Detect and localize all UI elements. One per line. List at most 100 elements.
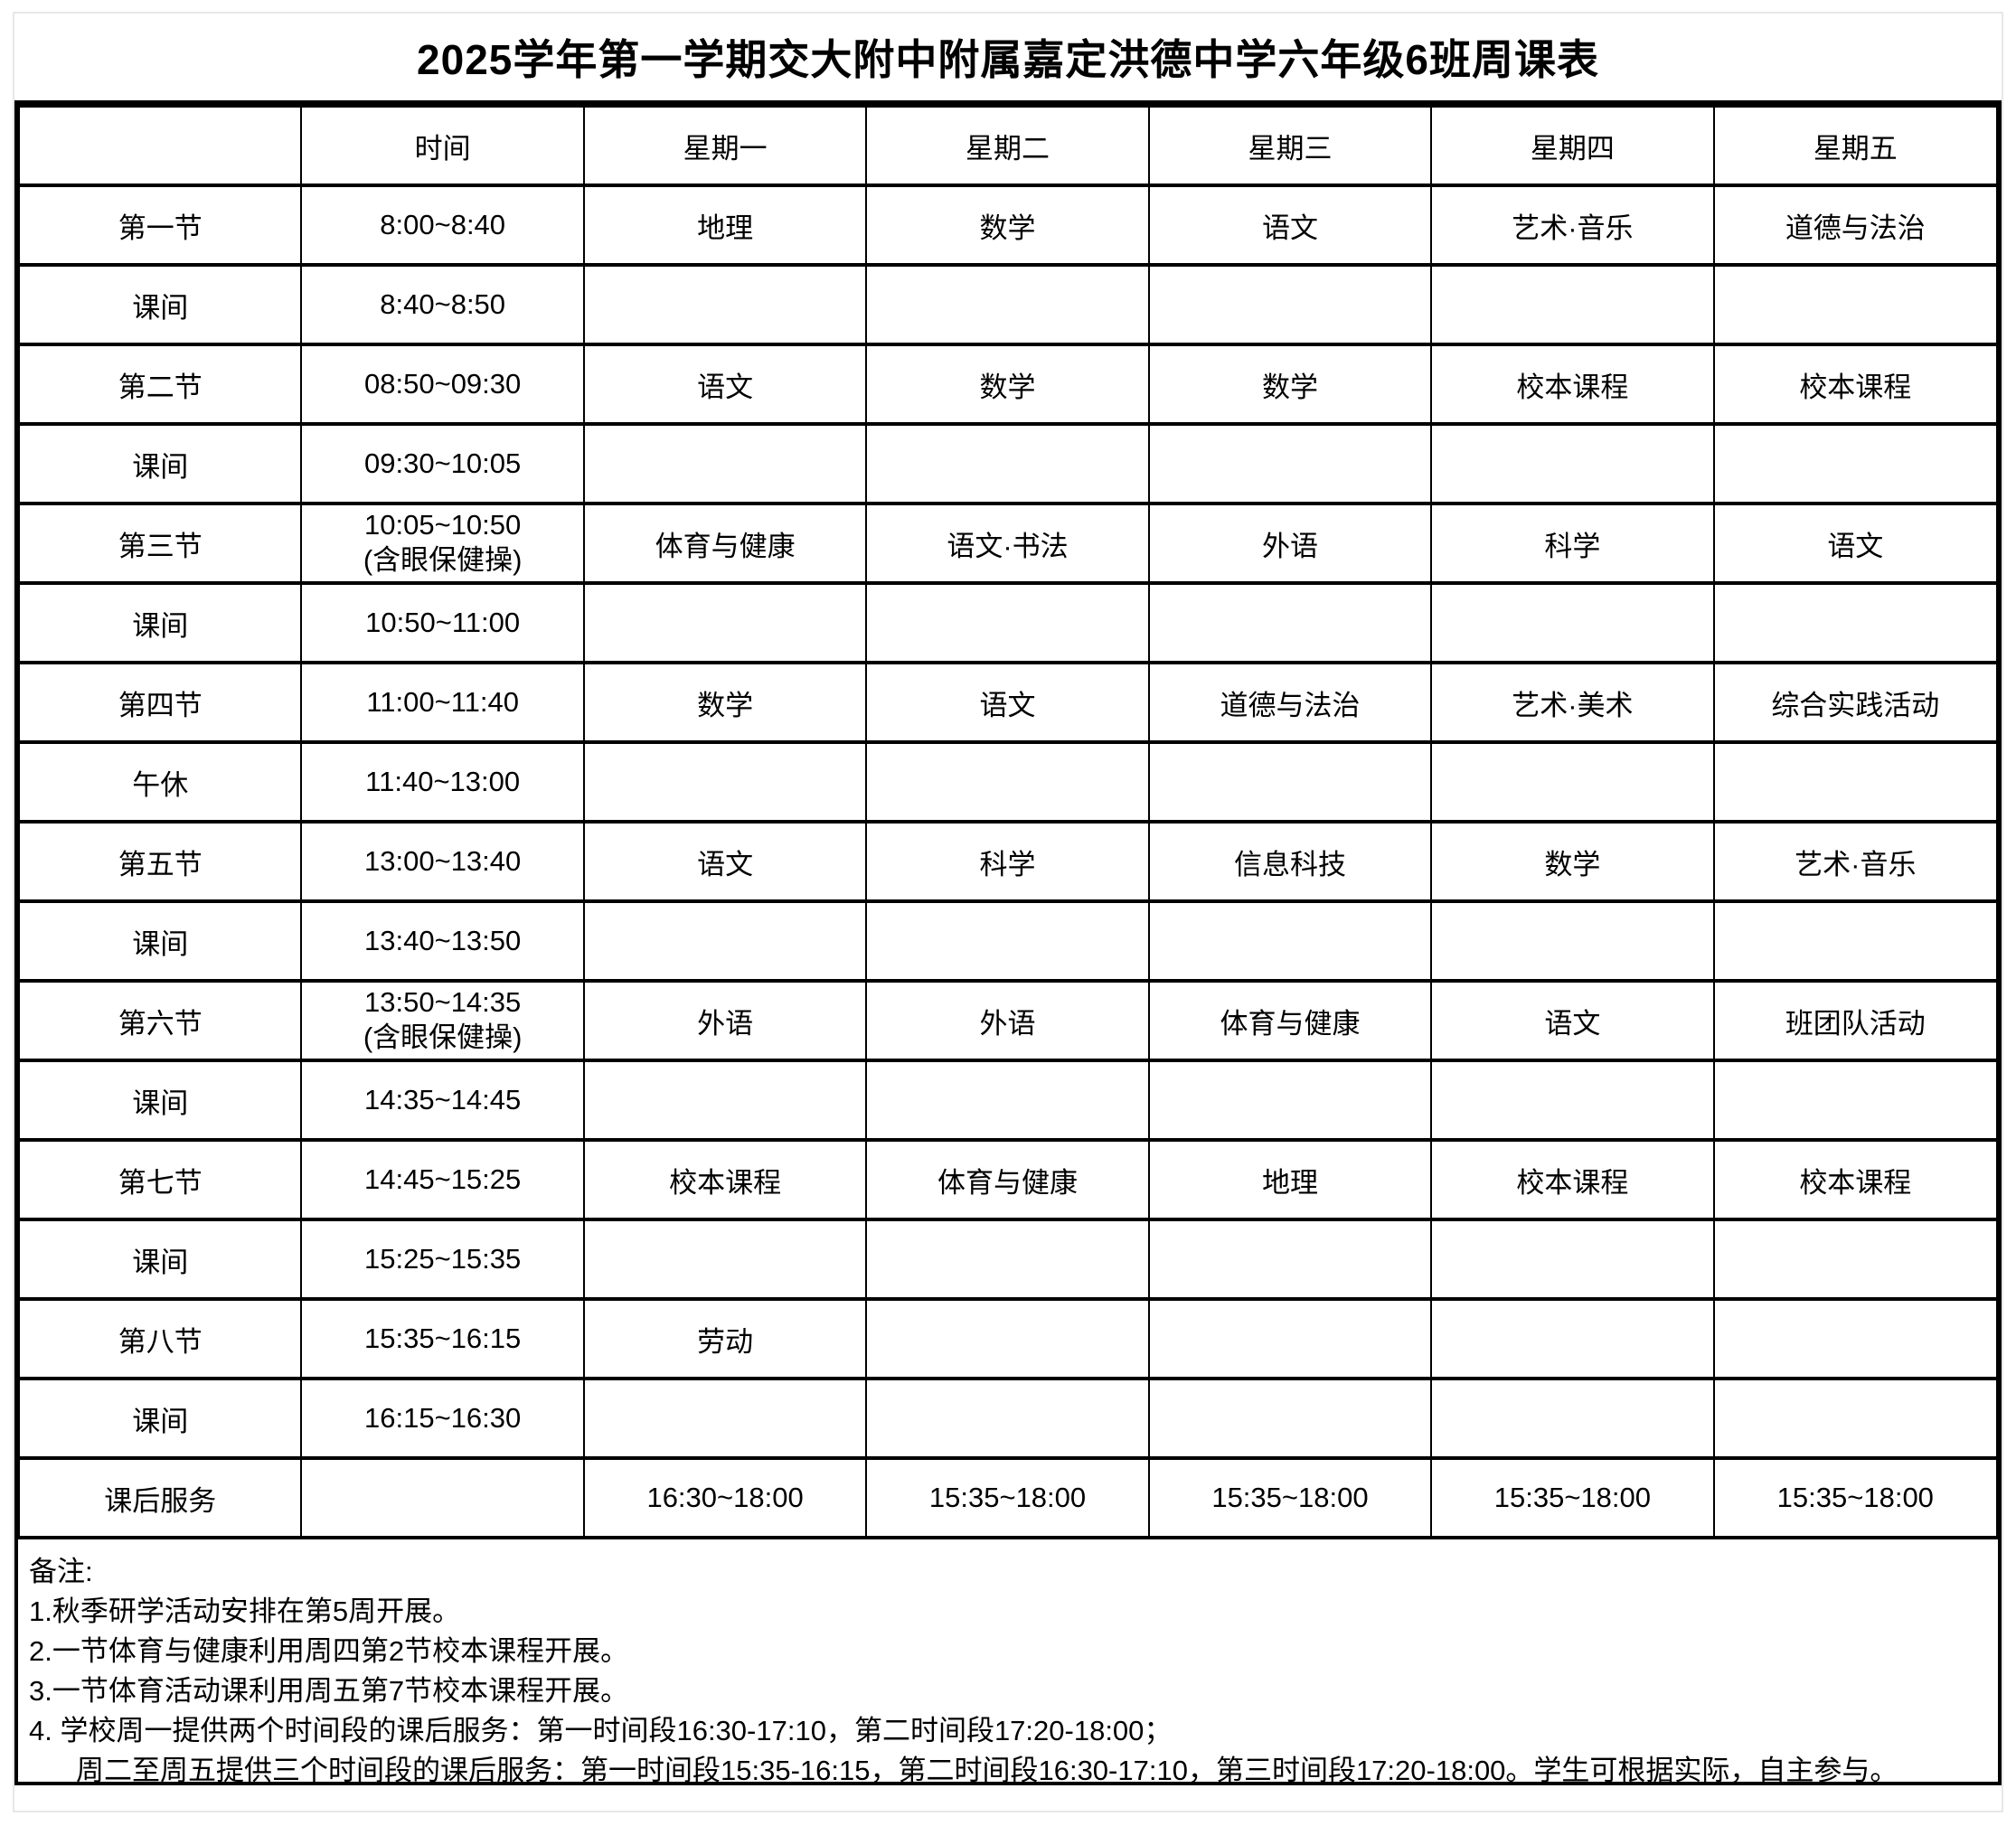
subject-cell [582,1059,868,1142]
subject-cell: 语文 [582,343,868,426]
subject-cell: 体育与健康 [865,1138,1150,1221]
note-line: 2.一节体育与健康利用周四第2节校本课程开展。 [29,1635,629,1667]
row-label: 第五节 [17,820,303,903]
time-range: 08:50~09:30 [364,367,522,400]
time-cell: 15:25~15:35 [300,1218,585,1301]
subject-cell [582,581,868,664]
subject-cell [1147,1059,1433,1142]
subject-cell: 15:35~18:00 [865,1456,1150,1539]
subject-cell [1430,740,1715,824]
subject-cell: 科学 [1430,502,1715,585]
time-cell: 16:15~16:30 [300,1377,585,1460]
subject-cell [582,263,868,346]
col-header-wednesday: 星期三 [1147,104,1433,187]
subject-cell: 艺术·音乐 [1430,184,1715,267]
subject-cell [1712,1218,1999,1301]
header-row: 时间 星期一 星期二 星期三 星期四 星期五 [17,104,1999,187]
subject-cell [1712,422,1999,505]
subject-cell [1712,1377,1999,1460]
time-cell: 11:00~11:40 [300,661,585,744]
subject-cell [865,1297,1150,1380]
subject-cell [1712,899,1999,983]
subject-cell: 校本课程 [582,1138,868,1221]
subject-cell: 综合实践活动 [1712,661,1999,744]
subject-cell: 语文 [1147,184,1433,267]
time-range: 14:35~14:45 [364,1083,522,1115]
subject-cell: 数学 [865,184,1150,267]
col-header-thursday: 星期四 [1430,104,1715,187]
subject-cell [1430,581,1715,664]
subject-cell [582,422,868,505]
time-cell: 10:50~11:00 [300,581,585,664]
timetable-frame: 时间 星期一 星期二 星期三 星期四 星期五 第一节 8:00~8:40 地理 数学语… [14,100,2002,1786]
subject-cell [1430,422,1715,505]
subject-cell: 15:35~18:00 [1147,1456,1433,1539]
time-cell: 08:50~09:30 [300,343,585,426]
row-label: 课间 [17,1377,303,1460]
row-label: 第二节 [17,343,303,426]
subject-cell [582,899,868,983]
time-range: 10:05~10:50 [364,509,522,541]
table-row: 课间 15:25~15:35 [17,1218,1999,1301]
col-header-tuesday: 星期二 [865,104,1150,187]
row-label: 午休 [17,740,303,824]
time-cell: 14:45~15:25 [300,1138,585,1221]
table-row: 第八节 15:35~16:15 劳动 [17,1297,1999,1380]
subject-cell: 劳动 [582,1297,868,1380]
row-label: 第四节 [17,661,303,744]
table-row: 第七节 14:45~15:25 校本课程 体育与健康 地理 校本课程 校本课程 [17,1138,1999,1221]
time-range: 09:30~10:05 [364,447,522,479]
time-range: 16:15~16:30 [364,1401,522,1434]
row-label: 课间 [17,581,303,664]
subject-cell: 语文 [582,820,868,903]
subject-cell [582,740,868,824]
time-range: 13:50~14:35 [364,986,522,1019]
table-row: 第五节 13:00~13:40 语文 科学 信息科技 数学 艺术·音乐 [17,820,1999,903]
subject-cell: 班团队活动 [1712,979,1999,1062]
subject-cell [865,1218,1150,1301]
time-cell: 15:35~16:15 [300,1297,585,1380]
table-row: 午休 11:40~13:00 [17,740,1999,824]
time-note: (含眼保健操) [363,544,523,576]
subject-cell: 校本课程 [1712,343,1999,426]
subject-cell [1712,263,1999,346]
subject-cell [865,581,1150,664]
time-range: 13:00~13:40 [364,844,522,877]
subject-cell [1147,422,1433,505]
title-bar: 2025学年第一学期交大附中附属嘉定洪德中学六年级6班周课表 [14,14,2002,100]
table-row: 第二节 08:50~09:30 语文 数学 数学 校本课程 校本课程 [17,343,1999,426]
subject-cell: 语文 [1712,502,1999,585]
time-range: 14:45~15:25 [364,1162,522,1195]
row-label: 第一节 [17,184,303,267]
table-row: 第一节 8:00~8:40 地理 数学 语文 艺术·音乐 道德与法治 [17,184,1999,267]
time-range: 15:25~15:35 [364,1242,522,1275]
subject-cell: 校本课程 [1712,1138,1999,1221]
time-range: 13:40~13:50 [364,924,522,956]
row-label: 第八节 [17,1297,303,1380]
subject-cell [1430,263,1715,346]
subject-cell [1712,1059,1999,1142]
table-row: 课间 8:40~8:50 [17,263,1999,346]
subject-cell: 体育与健康 [1147,979,1433,1062]
time-range: 10:50~11:00 [365,606,521,638]
row-label: 课后服务 [17,1456,303,1539]
subject-cell: 数学 [582,661,868,744]
subject-cell [582,1377,868,1460]
subject-cell: 地理 [1147,1138,1433,1221]
table-row: 第三节 10:05~10:50 (含眼保健操) 体育与健康 语文·书法 外语 科学 语文 [17,502,1999,585]
subject-cell: 外语 [582,979,868,1062]
time-cell: 8:40~8:50 [300,263,585,346]
notes-section: 备注: 1.秋季研学活动安排在第5周开展。 2.一节体育与健康利用周四第2节校本… [18,1539,1998,1786]
subject-cell: 道德与法治 [1712,184,1999,267]
timetable-sheet: 2025学年第一学期交大附中附属嘉定洪德中学六年级6班周课表 时间 星期一 星期… [13,12,2003,1812]
time-cell [300,1456,585,1539]
time-cell: 8:00~8:40 [300,184,585,267]
time-cell: 09:30~10:05 [300,422,585,505]
subject-cell [865,899,1150,983]
subject-cell: 外语 [865,979,1150,1062]
table-row: 课后服务 16:30~18:00 15:35~18:00 15:35~18:00 15:… [17,1456,1999,1539]
time-range: 15:35~16:15 [364,1322,522,1354]
subject-cell: 艺术·音乐 [1712,820,1999,903]
subject-cell [865,740,1150,824]
row-label: 第七节 [17,1138,303,1221]
